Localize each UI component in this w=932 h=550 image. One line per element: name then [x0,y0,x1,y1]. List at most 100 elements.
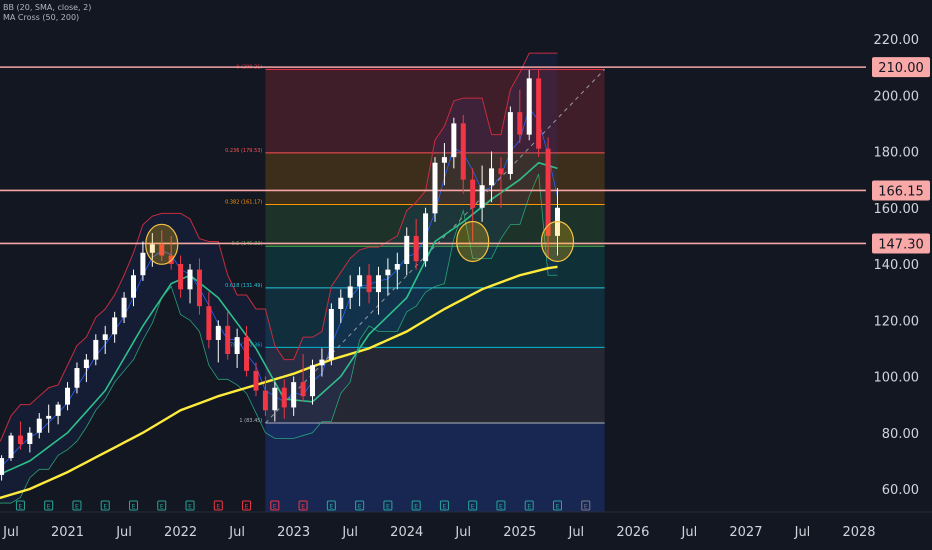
earnings-marker [468,500,478,511]
y-tick-label: 180.00 [874,146,920,161]
price-label-box [872,180,930,201]
y-tick-label: 60.00 [882,483,919,498]
candle-body [310,365,316,397]
ma-200-line [0,265,558,500]
indicator-ma-cross-label[interactable]: MA Cross (50, 200) [3,13,80,22]
x-tick-label: 2024 [390,525,423,540]
earnings-marker [270,500,280,511]
earnings-marker-label: E [19,504,23,511]
candle-body [121,297,127,318]
candle-body [17,435,23,444]
highlight-circle [456,220,490,263]
candle-body [112,317,118,335]
earnings-marker [44,500,54,511]
candle-body [404,235,410,264]
candle-body [460,123,466,180]
candle-body [93,339,99,360]
earnings-marker [326,500,336,511]
fib-zone [265,287,605,348]
candle-body [526,78,532,135]
candles [0,69,560,481]
y-tick-label: 120.00 [874,314,920,329]
x-tick-label: 2023 [277,525,310,540]
candle-body [262,390,268,411]
candle-body [300,382,306,397]
earnings-marker [496,500,506,511]
fib-level-label: 0.786 (110.36) [225,342,262,348]
candle-body [102,334,108,340]
highlight-circle [145,223,179,265]
candle-body [441,157,447,163]
earnings-marker-label: E [414,504,418,511]
price-label-box [872,233,930,254]
earnings-marker-label: E [103,504,107,511]
earnings-marker [157,500,167,511]
price-label-box [872,57,930,78]
earnings-marker-label: E [527,504,531,511]
price-label: 147.30 [878,237,924,252]
candle-body [347,286,353,298]
earnings-marker-label: E [556,504,560,511]
candle-body [159,244,165,256]
candle-body [470,179,476,208]
candle-body [375,275,381,293]
candle-body [357,275,363,287]
price-label: 210.00 [878,61,924,76]
earnings-marker [100,500,110,511]
bb-upper-line [0,52,558,443]
earnings-marker [355,500,365,511]
earnings-marker-label: E [471,504,475,511]
candle-body [225,325,231,354]
earnings-marker [524,500,534,511]
candle-body [0,458,5,475]
candle-body [281,387,287,408]
earnings-marker-label: E [273,504,277,511]
candle-body [65,387,71,405]
highlight-circles [145,220,575,265]
highlight-circle [540,220,575,263]
candle-body [178,264,184,290]
candle-body [507,112,513,174]
x-tick-label: 2022 [164,525,197,540]
candle-body [451,123,457,158]
earnings-marker-label: E [47,504,51,511]
candle-body [545,148,551,236]
x-tick-label: Jul [2,525,19,540]
x-tick-label: Jul [567,525,584,540]
candle-body [215,325,221,340]
candle-body [536,78,542,149]
x-tick-label: Jul [115,525,132,540]
indicator-bb-label[interactable]: BB (20, SMA, close, 2) [3,3,92,12]
candle-body [74,368,80,388]
earnings-marker-label: E [358,504,362,511]
y-tick-label: 160.00 [874,202,920,217]
earnings-marker-label: E [584,504,588,511]
earnings-marker-label: E [160,504,164,511]
earnings-marker-label: E [329,504,333,511]
earnings-marker [72,500,82,511]
x-tick-label: 2021 [51,525,84,540]
x-tick-label: Jul [454,525,471,540]
price-axis-bg [866,0,932,512]
candle-body [83,359,89,369]
candle-body [319,359,325,366]
earnings-marker [383,500,393,511]
candle-body [130,275,136,298]
candle-body [291,382,297,408]
candle-body [46,415,52,419]
fib-zone-extension [265,423,605,512]
candle-body [432,162,438,214]
earnings-marker-label: E [443,504,447,511]
candle-body [253,370,259,391]
candle-body [394,264,400,270]
x-tick-label: Jul [681,525,698,540]
earnings-marker-label: E [301,504,305,511]
candle-body [479,185,485,208]
candle-body [423,213,429,262]
candle-body [328,309,334,360]
earnings-marker [298,500,308,511]
x-tick-label: 2026 [616,525,649,540]
earnings-marker-label: E [188,504,192,511]
candle-body [517,112,523,135]
